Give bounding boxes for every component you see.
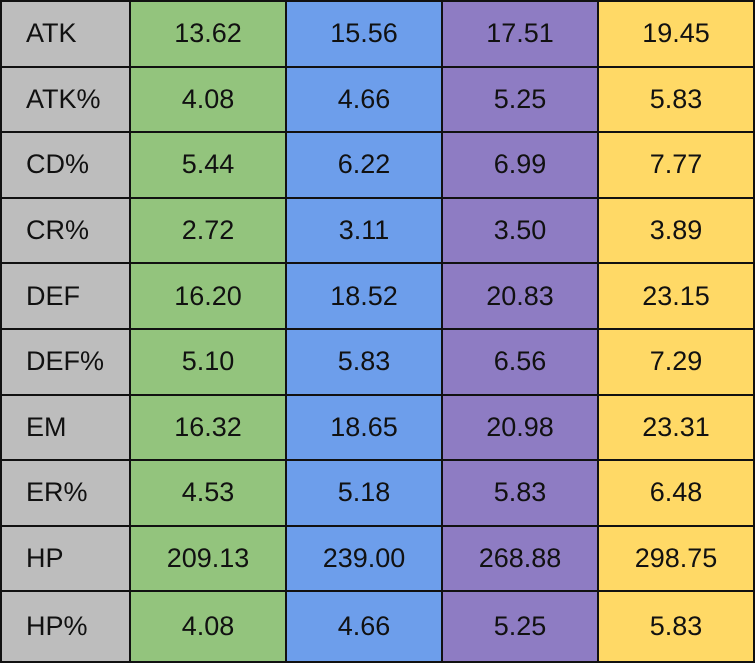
value-cell: 6.22 <box>285 131 443 199</box>
table-row: ER% 4.53 5.18 5.83 6.48 <box>0 459 755 527</box>
value-cell: 5.83 <box>597 65 755 134</box>
value-cell: 13.62 <box>129 0 287 68</box>
table-row: CD% 5.44 6.22 6.99 7.77 <box>0 131 755 199</box>
value-cell: 3.50 <box>441 196 599 265</box>
value-cell: 5.25 <box>441 590 599 663</box>
value-cell: 5.83 <box>597 590 755 663</box>
table-row: CR% 2.72 3.11 3.50 3.89 <box>0 196 755 265</box>
stat-label: ATK <box>0 0 131 68</box>
stat-label: EM <box>0 393 131 462</box>
value-cell: 7.77 <box>597 131 755 199</box>
value-cell: 15.56 <box>285 0 443 68</box>
value-cell: 298.75 <box>597 524 755 593</box>
stat-label: CR% <box>0 196 131 265</box>
table-row: HP% 4.08 4.66 5.25 5.83 <box>0 590 755 663</box>
value-cell: 3.89 <box>597 196 755 265</box>
value-cell: 6.56 <box>441 327 599 396</box>
stat-label: CD% <box>0 131 131 199</box>
value-cell: 20.98 <box>441 393 599 462</box>
value-cell: 209.13 <box>129 524 287 593</box>
value-cell: 4.08 <box>129 590 287 663</box>
table-row: ATK 13.62 15.56 17.51 19.45 <box>0 0 755 68</box>
value-cell: 5.44 <box>129 131 287 199</box>
value-cell: 4.66 <box>285 65 443 134</box>
value-cell: 16.20 <box>129 262 287 330</box>
value-cell: 6.48 <box>597 459 755 527</box>
stat-label: HP% <box>0 590 131 663</box>
value-cell: 19.45 <box>597 0 755 68</box>
value-cell: 5.18 <box>285 459 443 527</box>
value-cell: 268.88 <box>441 524 599 593</box>
value-cell: 18.65 <box>285 393 443 462</box>
stat-label: DEF <box>0 262 131 330</box>
value-cell: 4.08 <box>129 65 287 134</box>
value-cell: 7.29 <box>597 327 755 396</box>
table-row: EM 16.32 18.65 20.98 23.31 <box>0 393 755 462</box>
value-cell: 23.31 <box>597 393 755 462</box>
value-cell: 6.99 <box>441 131 599 199</box>
stat-label: DEF% <box>0 327 131 396</box>
stat-label: ATK% <box>0 65 131 134</box>
value-cell: 17.51 <box>441 0 599 68</box>
stat-label: HP <box>0 524 131 593</box>
value-cell: 5.83 <box>441 459 599 527</box>
value-cell: 16.32 <box>129 393 287 462</box>
value-cell: 23.15 <box>597 262 755 330</box>
value-cell: 2.72 <box>129 196 287 265</box>
table-row: DEF% 5.10 5.83 6.56 7.29 <box>0 327 755 396</box>
value-cell: 3.11 <box>285 196 443 265</box>
stat-label: ER% <box>0 459 131 527</box>
value-cell: 5.83 <box>285 327 443 396</box>
table-row: ATK% 4.08 4.66 5.25 5.83 <box>0 65 755 134</box>
value-cell: 5.10 <box>129 327 287 396</box>
value-cell: 20.83 <box>441 262 599 330</box>
table-row: HP 209.13 239.00 268.88 298.75 <box>0 524 755 593</box>
value-cell: 18.52 <box>285 262 443 330</box>
value-cell: 4.53 <box>129 459 287 527</box>
value-cell: 5.25 <box>441 65 599 134</box>
table-row: DEF 16.20 18.52 20.83 23.15 <box>0 262 755 330</box>
value-cell: 239.00 <box>285 524 443 593</box>
value-cell: 4.66 <box>285 590 443 663</box>
